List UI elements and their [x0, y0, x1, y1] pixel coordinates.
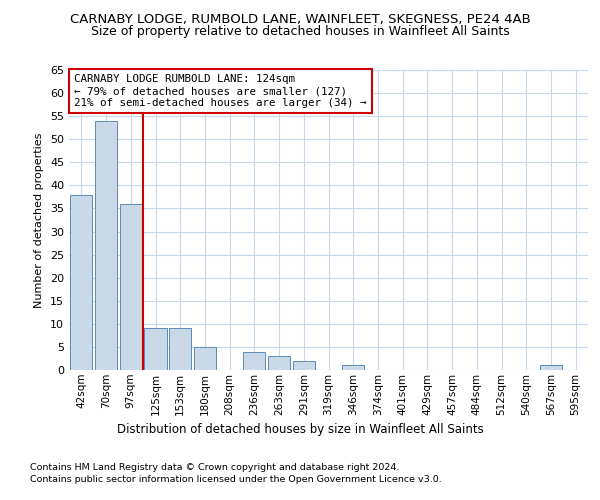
Text: Contains HM Land Registry data © Crown copyright and database right 2024.: Contains HM Land Registry data © Crown c… [30, 462, 400, 471]
Text: CARNABY LODGE, RUMBOLD LANE, WAINFLEET, SKEGNESS, PE24 4AB: CARNABY LODGE, RUMBOLD LANE, WAINFLEET, … [70, 12, 530, 26]
Bar [293, 361, 315, 370]
Text: Distribution of detached houses by size in Wainfleet All Saints: Distribution of detached houses by size … [116, 422, 484, 436]
Text: Size of property relative to detached houses in Wainfleet All Saints: Size of property relative to detached ho… [91, 25, 509, 38]
Y-axis label: Number of detached properties: Number of detached properties [34, 132, 44, 308]
Bar [95, 121, 117, 370]
Bar [70, 194, 92, 370]
Bar [145, 328, 167, 370]
Bar [243, 352, 265, 370]
Bar [540, 366, 562, 370]
Bar [268, 356, 290, 370]
Text: Contains public sector information licensed under the Open Government Licence v3: Contains public sector information licen… [30, 475, 442, 484]
Bar [119, 204, 142, 370]
Bar [169, 328, 191, 370]
Bar [342, 366, 364, 370]
Text: CARNABY LODGE RUMBOLD LANE: 124sqm
← 79% of detached houses are smaller (127)
21: CARNABY LODGE RUMBOLD LANE: 124sqm ← 79%… [74, 74, 367, 108]
Bar [194, 347, 216, 370]
